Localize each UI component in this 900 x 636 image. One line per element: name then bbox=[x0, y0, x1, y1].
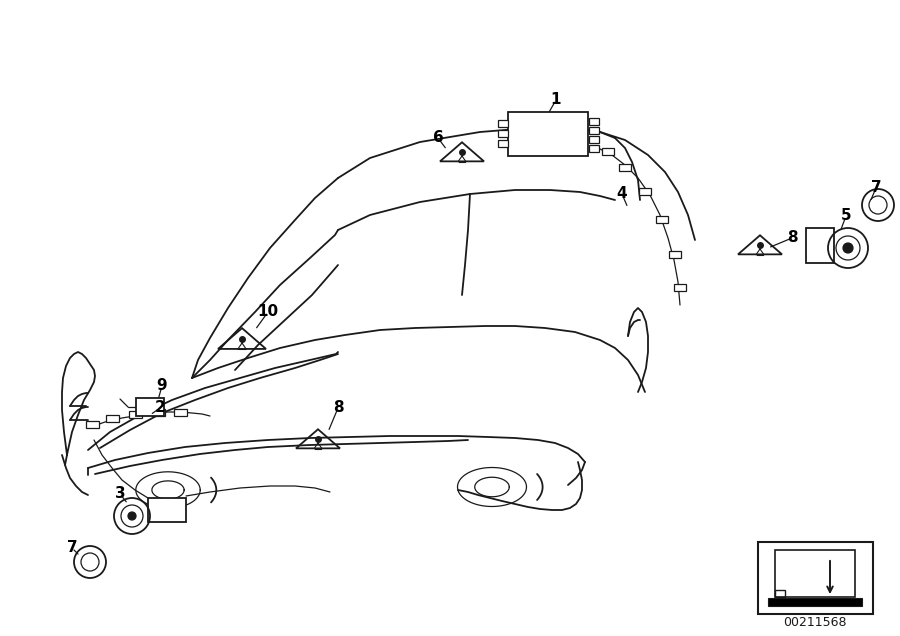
FancyBboxPatch shape bbox=[106, 415, 119, 422]
FancyBboxPatch shape bbox=[174, 409, 187, 416]
FancyBboxPatch shape bbox=[602, 148, 614, 155]
FancyBboxPatch shape bbox=[498, 120, 508, 127]
Text: 1: 1 bbox=[551, 92, 562, 107]
FancyBboxPatch shape bbox=[148, 498, 186, 522]
Text: 4: 4 bbox=[616, 186, 627, 202]
FancyBboxPatch shape bbox=[589, 118, 599, 125]
Text: 8: 8 bbox=[333, 401, 343, 415]
FancyBboxPatch shape bbox=[806, 228, 834, 263]
FancyBboxPatch shape bbox=[669, 251, 681, 258]
FancyBboxPatch shape bbox=[498, 130, 508, 137]
Text: 7: 7 bbox=[67, 541, 77, 555]
Circle shape bbox=[128, 512, 136, 520]
Text: 5: 5 bbox=[841, 209, 851, 223]
Text: 9: 9 bbox=[157, 378, 167, 394]
Circle shape bbox=[843, 243, 853, 253]
Text: 3: 3 bbox=[114, 487, 125, 502]
FancyBboxPatch shape bbox=[758, 542, 873, 614]
FancyBboxPatch shape bbox=[619, 164, 631, 171]
FancyBboxPatch shape bbox=[508, 112, 588, 156]
FancyBboxPatch shape bbox=[498, 140, 508, 147]
FancyBboxPatch shape bbox=[589, 136, 599, 143]
Text: 8: 8 bbox=[787, 230, 797, 245]
Text: 7: 7 bbox=[870, 181, 881, 195]
Text: 2: 2 bbox=[155, 401, 166, 415]
Text: 00211568: 00211568 bbox=[783, 616, 847, 628]
Text: 6: 6 bbox=[433, 130, 444, 146]
FancyBboxPatch shape bbox=[136, 398, 164, 416]
Text: 10: 10 bbox=[257, 305, 279, 319]
FancyBboxPatch shape bbox=[86, 421, 99, 428]
FancyBboxPatch shape bbox=[589, 145, 599, 152]
Polygon shape bbox=[768, 598, 862, 606]
FancyBboxPatch shape bbox=[674, 284, 686, 291]
FancyBboxPatch shape bbox=[639, 188, 651, 195]
FancyBboxPatch shape bbox=[152, 409, 165, 416]
FancyBboxPatch shape bbox=[129, 411, 142, 418]
FancyBboxPatch shape bbox=[656, 216, 668, 223]
FancyBboxPatch shape bbox=[589, 127, 599, 134]
